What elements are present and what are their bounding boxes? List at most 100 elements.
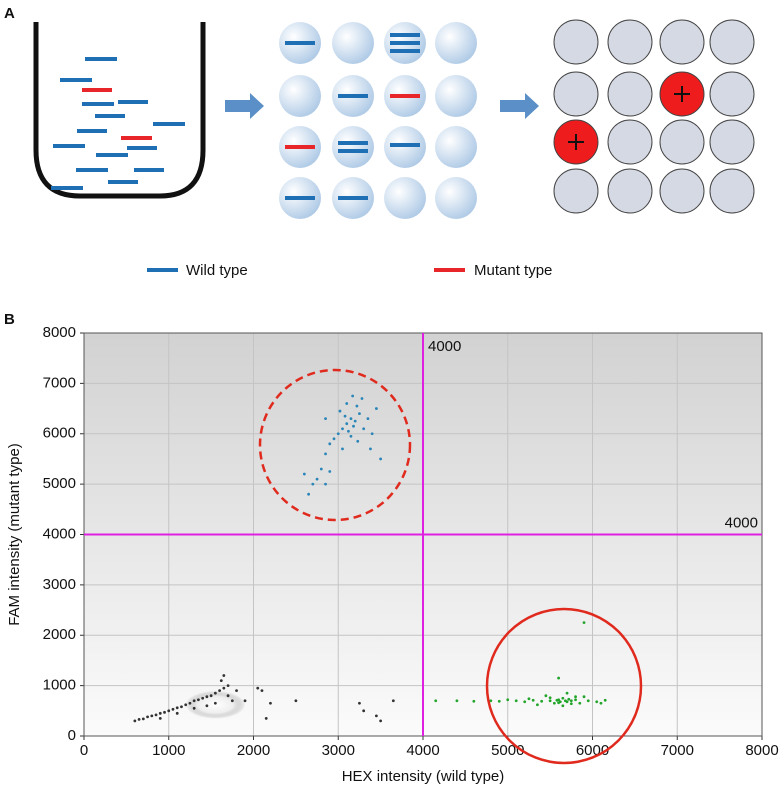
point (374, 714, 378, 718)
y-tick-label: 3000 (43, 576, 76, 593)
x-tick-label: 8000 (745, 742, 778, 759)
point (175, 706, 179, 710)
droplet (709, 119, 755, 165)
point (324, 452, 327, 456)
x-axis-title: HEX intensity (wild type) (342, 768, 505, 785)
droplet (659, 168, 705, 214)
point (356, 439, 360, 443)
legend-label: Mutant type (474, 262, 552, 279)
point (563, 699, 567, 703)
point (175, 711, 179, 715)
point (586, 699, 590, 703)
point (531, 698, 535, 702)
y-tick-label: 2000 (43, 626, 76, 643)
droplet (332, 126, 374, 168)
point (338, 409, 342, 413)
point (351, 394, 355, 398)
point (349, 434, 353, 438)
point (332, 437, 336, 441)
point (352, 424, 355, 428)
droplet (607, 71, 653, 117)
droplet (659, 19, 705, 65)
point (218, 689, 222, 693)
y-tick-label: 8000 (43, 324, 76, 341)
droplet (607, 119, 653, 165)
point (574, 695, 577, 699)
x-tick-label: 0 (80, 742, 88, 759)
droplet (435, 177, 477, 219)
point (569, 699, 573, 703)
point (201, 696, 205, 700)
point (557, 676, 560, 680)
point (472, 699, 476, 703)
droplet (435, 75, 477, 117)
fragments (51, 57, 185, 190)
point (235, 689, 238, 693)
droplets (279, 22, 477, 219)
point (243, 699, 247, 703)
highlight-circle (485, 607, 643, 765)
x-tick-label: 2000 (237, 742, 270, 759)
point (213, 701, 217, 705)
point (341, 447, 344, 451)
droplet (607, 168, 653, 214)
point (180, 705, 183, 709)
point (150, 714, 154, 718)
point (578, 701, 582, 705)
panel-label: B (4, 311, 15, 328)
point (154, 713, 158, 717)
point (360, 397, 364, 400)
droplet (709, 19, 755, 65)
x-tick-label: 7000 (661, 742, 694, 759)
point (434, 699, 438, 703)
point (548, 699, 552, 703)
point (603, 698, 607, 702)
y-tick-label: 7000 (43, 374, 76, 391)
point (349, 417, 353, 421)
point (565, 691, 569, 695)
legend: Wild type Mutant type (147, 262, 552, 279)
point (264, 716, 268, 720)
point (362, 427, 366, 431)
point (362, 709, 366, 713)
point (567, 697, 571, 701)
point (219, 679, 223, 682)
point (455, 699, 459, 703)
point (230, 699, 234, 703)
point (336, 432, 340, 436)
point (209, 694, 213, 698)
point (379, 457, 383, 461)
droplet (279, 75, 321, 117)
point (555, 698, 559, 702)
point (222, 686, 226, 690)
point (213, 691, 217, 695)
droplet (709, 71, 755, 117)
point (347, 429, 350, 433)
point (256, 686, 260, 690)
point (294, 699, 298, 703)
point (146, 715, 149, 719)
droplet (709, 168, 755, 214)
point (345, 422, 349, 426)
threshold-label: 4000 (428, 338, 461, 355)
point (192, 706, 196, 710)
droplet (435, 22, 477, 64)
point (540, 699, 544, 703)
cluster-glow (185, 690, 246, 719)
y-tick-label: 0 (68, 727, 76, 744)
point (328, 442, 332, 446)
point (582, 621, 586, 625)
point (171, 707, 175, 711)
point (315, 477, 319, 481)
droplet (332, 22, 374, 64)
point (544, 694, 548, 698)
point (561, 696, 565, 700)
point (192, 699, 196, 703)
point (358, 701, 361, 705)
y-tick-label: 5000 (43, 475, 76, 492)
droplet (553, 71, 599, 117)
point (158, 716, 162, 720)
point (506, 698, 510, 702)
point (141, 717, 145, 721)
droplet (553, 168, 599, 214)
